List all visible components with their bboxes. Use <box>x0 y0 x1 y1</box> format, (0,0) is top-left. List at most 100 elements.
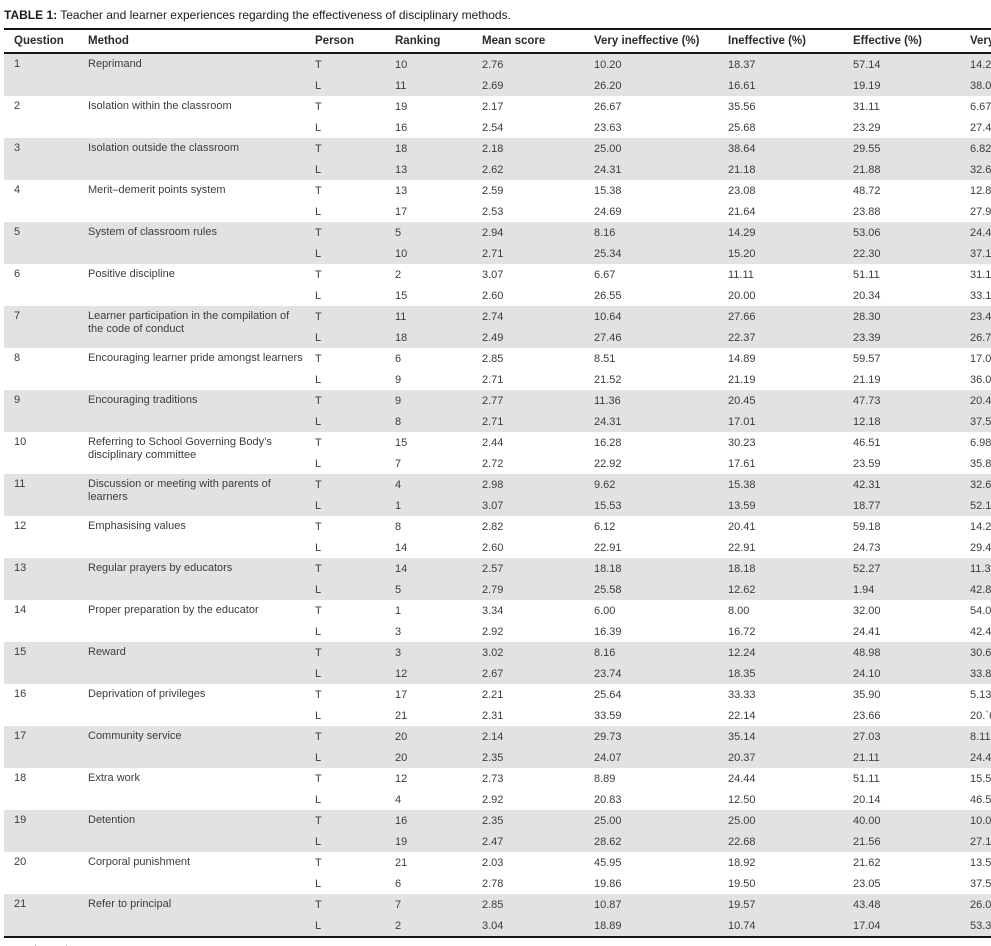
mean-cell: 2.31 <box>482 709 504 722</box>
person-cell: L <box>305 915 385 937</box>
table-row: 6 Positive discipline T 2 3.07 6.67 11.11 51.11… <box>4 264 991 285</box>
mean-cell: 2.72 <box>482 457 504 470</box>
very-ineffective-cell: 25.34 <box>584 243 718 264</box>
mean-cell: 2.60 <box>482 541 504 554</box>
table-row: 8 Encouraging learner pride amongst learn… <box>4 348 991 369</box>
table-row: 17 Community service T 20 2.14 29.73 35.14 27.0… <box>4 726 991 768</box>
ineffective-cell: 12.50 <box>728 793 756 806</box>
effective-cell: 48.72 <box>853 184 881 197</box>
person-cell: L <box>305 747 385 768</box>
very-effective-cell: 33.81 <box>960 663 991 684</box>
ineffective-cell: 18.18 <box>718 558 843 579</box>
ranking-cell: 11 <box>385 306 472 327</box>
ranking-cell: 21 <box>395 709 408 722</box>
ranking-cell: 21 <box>395 856 408 869</box>
ineffective-cell: 21.18 <box>718 159 843 180</box>
ranking-cell: 9 <box>385 390 472 411</box>
question-number: 1 <box>4 53 78 96</box>
column-header-ineffective: Ineffective (%) <box>728 35 806 47</box>
method-name: Refer to principal <box>78 894 305 937</box>
ranking-cell: 5 <box>385 579 472 600</box>
person-cell: L <box>315 373 322 386</box>
effective-cell: 1.94 <box>843 579 960 600</box>
ranking-cell: 8 <box>385 411 472 432</box>
method-name: Community service <box>78 726 305 768</box>
person-cell: T <box>305 726 385 747</box>
method-name: System of classroom rules <box>78 222 305 264</box>
ranking-cell: 18 <box>385 138 472 159</box>
ranking-cell: 1 <box>385 495 472 516</box>
effective-cell: 23.66 <box>853 709 881 722</box>
data-table: Question Method Person Ranking Mean score Ver… <box>4 28 991 938</box>
very-effective-cell: 42.47 <box>970 625 991 638</box>
ineffective-cell: 17.61 <box>728 457 756 470</box>
ineffective-cell: 13.59 <box>718 495 843 516</box>
effective-cell: 21.88 <box>843 159 960 180</box>
person-cell: T <box>315 772 322 785</box>
ineffective-cell: 20.37 <box>718 747 843 768</box>
method-name: Corporal punishment <box>88 856 191 868</box>
table-row: 12 Emphasising values T 8 2.82 6.12 20.41 59.18… <box>4 516 991 537</box>
very-effective-cell: 20.`61 <box>970 709 991 722</box>
ranking-cell: 3 <box>395 625 402 638</box>
effective-cell: 31.11 <box>853 100 880 113</box>
question-number: 12 <box>14 520 27 532</box>
very-effective-cell: 6.82 <box>960 138 991 159</box>
ineffective-cell: 25.68 <box>728 121 756 134</box>
very-effective-cell: 12.82 <box>970 184 991 197</box>
question-number: 11 <box>4 474 78 516</box>
ranking-cell: 1 <box>395 604 402 617</box>
mean-cell: 2.69 <box>472 75 584 96</box>
very-effective-cell: 52.10 <box>960 495 991 516</box>
ranking-cell: 19 <box>395 100 408 113</box>
ranking-cell: 16 <box>385 810 472 831</box>
ineffective-cell: 22.14 <box>728 709 756 722</box>
table-row: 10 Referring to School Governing Body’s d… <box>4 432 991 461</box>
ranking-cell: 14 <box>385 558 472 579</box>
very-effective-cell: 6.67 <box>970 100 991 113</box>
mean-cell: 2.73 <box>482 772 504 785</box>
ranking-cell: 4 <box>385 474 472 495</box>
table-row: 2 Isolation within the classroom T 19 2.17 26… <box>4 96 991 117</box>
effective-cell: 21.19 <box>853 373 881 386</box>
ineffective-cell: 35.56 <box>728 100 756 113</box>
effective-cell: 23.39 <box>843 327 960 348</box>
person-cell: T <box>305 642 385 663</box>
very-ineffective-cell: 15.38 <box>594 184 622 197</box>
method-name: Proper preparation by the educator <box>88 604 259 616</box>
very-effective-cell: 53.33 <box>960 915 991 937</box>
ranking-cell: 20 <box>385 747 472 768</box>
ranking-cell: 9 <box>395 373 402 386</box>
method-name: Positive discipline <box>88 268 175 280</box>
very-ineffective-cell: 10.20 <box>584 53 718 75</box>
ineffective-cell: 14.89 <box>728 352 756 365</box>
mean-cell: 2.85 <box>472 894 584 915</box>
very-ineffective-cell: 6.00 <box>594 604 616 617</box>
person-cell: T <box>315 184 322 197</box>
person-cell: T <box>305 558 385 579</box>
table-row: L 16 2.54 23.63 25.68 23.29 27.40 <box>4 117 991 138</box>
effective-cell: 53.06 <box>843 222 960 243</box>
very-ineffective-cell: 8.51 <box>594 352 616 365</box>
very-ineffective-cell: 25.00 <box>584 810 718 831</box>
effective-cell: 24.73 <box>853 541 881 554</box>
effective-cell: 59.57 <box>853 352 881 365</box>
question-number: 5 <box>4 222 78 264</box>
method-name: Deprivation of privileges <box>88 688 206 700</box>
ranking-cell: 5 <box>385 222 472 243</box>
ranking-cell: 13 <box>385 159 472 180</box>
very-effective-cell: 24.44 <box>960 747 991 768</box>
effective-cell: 20.34 <box>853 289 881 302</box>
ineffective-cell: 35.14 <box>718 726 843 747</box>
person-cell: T <box>305 810 385 831</box>
person-cell: L <box>315 625 322 638</box>
mean-cell: 3.34 <box>482 604 504 617</box>
mean-cell: 2.49 <box>472 327 584 348</box>
effective-cell: 21.62 <box>853 856 881 869</box>
person-cell: L <box>305 159 385 180</box>
table-row: L 4 2.92 20.83 12.50 20.14 46.53 <box>4 789 991 810</box>
effective-cell: 27.03 <box>843 726 960 747</box>
